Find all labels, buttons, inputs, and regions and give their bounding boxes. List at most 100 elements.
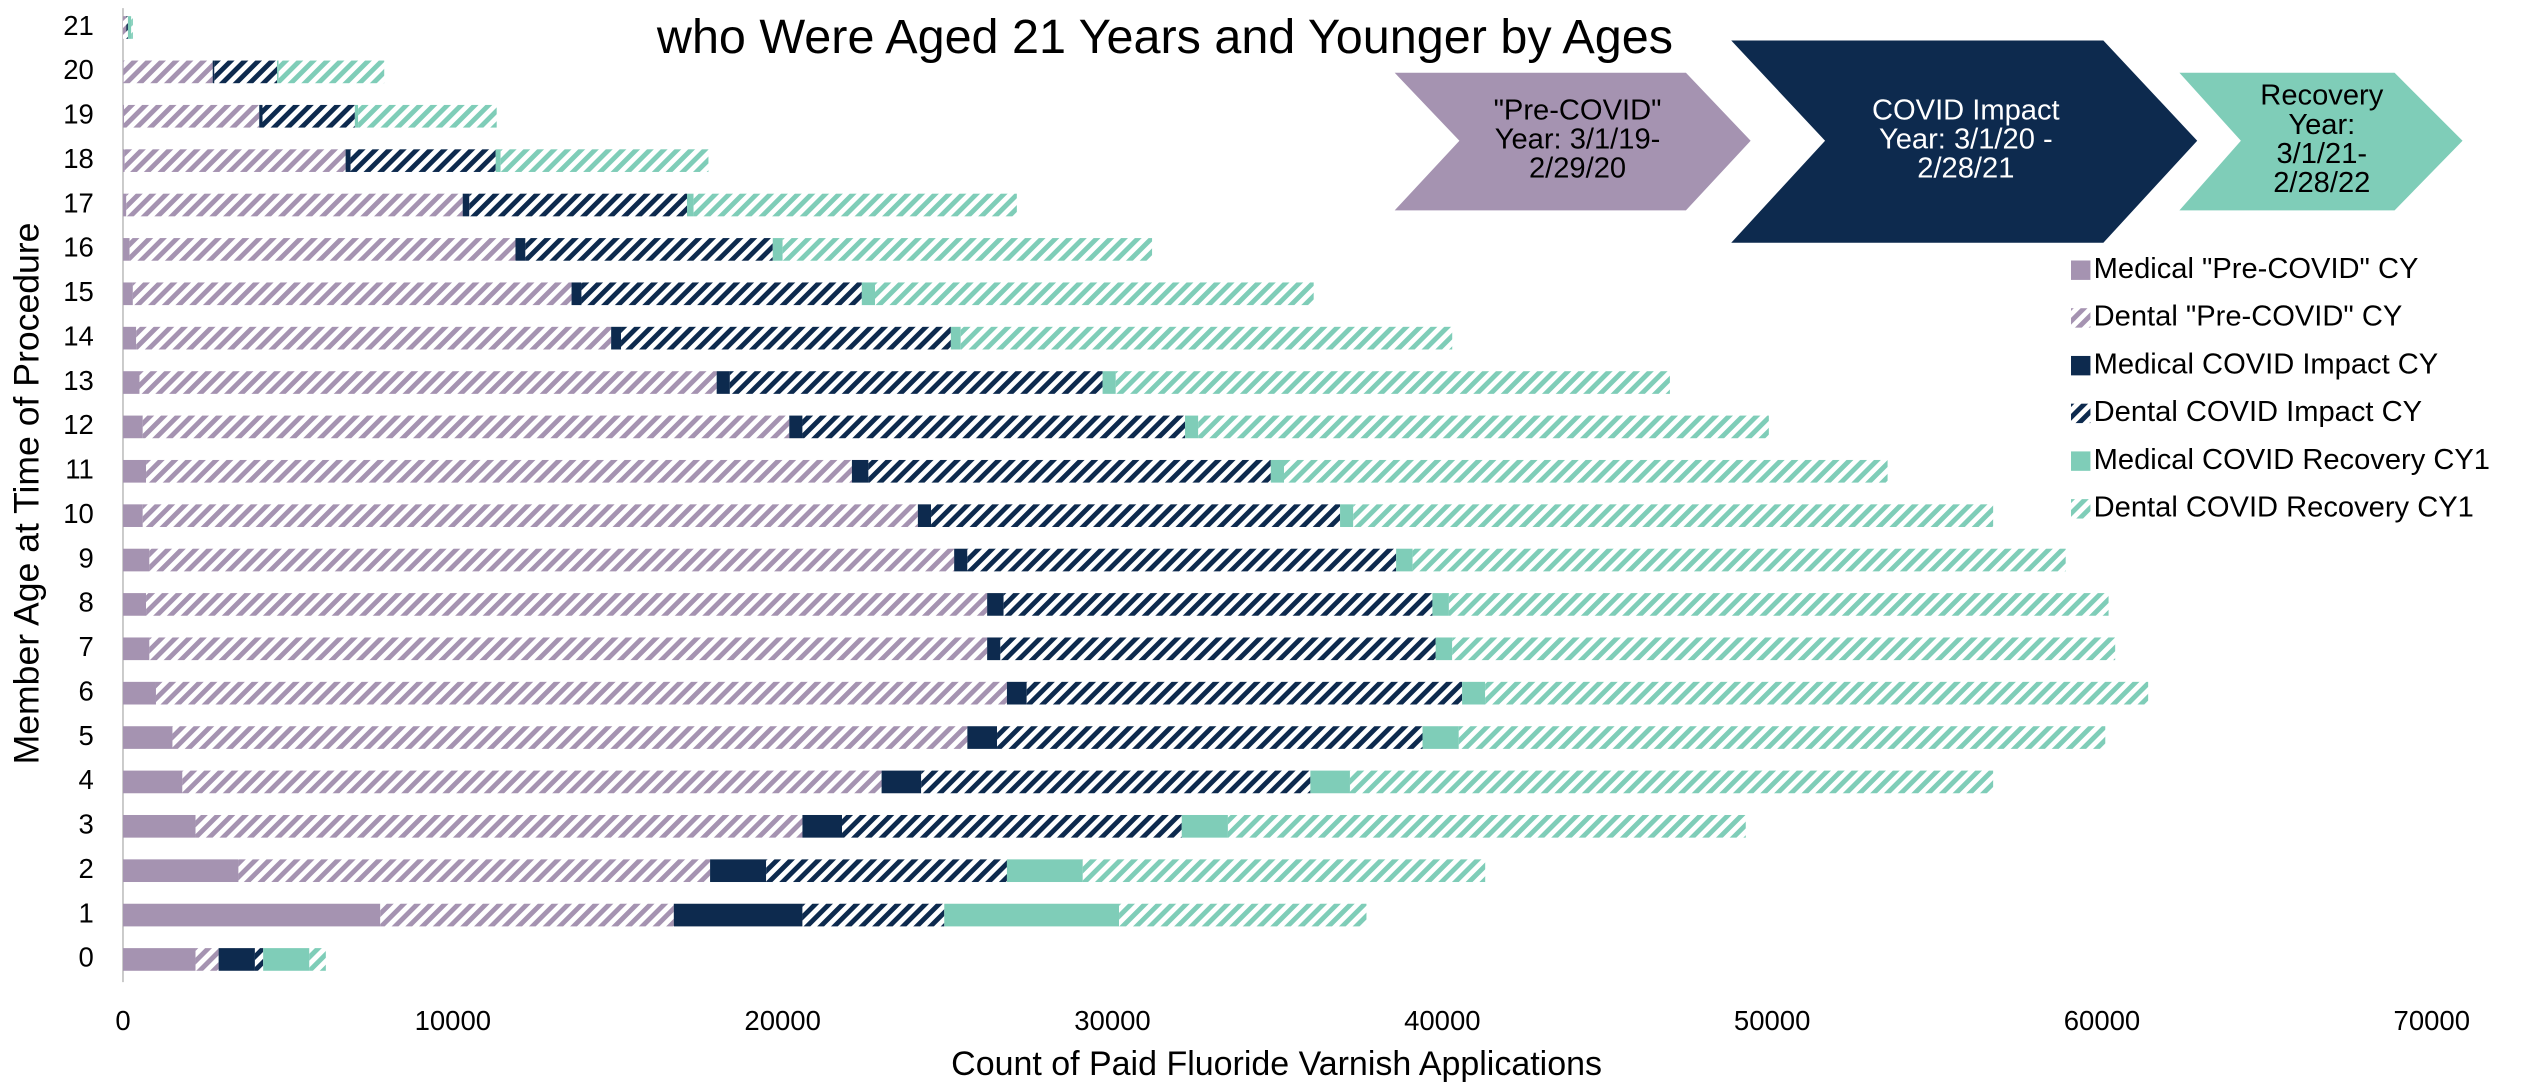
bar-segment [851, 459, 869, 483]
bar-segment [861, 282, 876, 306]
bar-segment [126, 193, 463, 217]
annotation-text: Year: 3/1/19- [1495, 123, 1661, 155]
bar-segment [122, 593, 147, 616]
bar-segment [123, 104, 260, 128]
bar-segment [380, 903, 674, 927]
legend-marker [2071, 499, 2091, 519]
bar-segment [122, 726, 173, 749]
bar-segment [495, 149, 501, 172]
annotation-text: 2/28/21 [1917, 153, 2014, 185]
x-tick-label: 50000 [1734, 1005, 1810, 1036]
bar-segment [1422, 726, 1459, 749]
y-tick-label: 21 [63, 10, 94, 41]
legend-label: Medical "Pre-COVID" CY [2094, 253, 2419, 285]
bar-segment [132, 282, 572, 306]
bar-segment [782, 238, 1153, 261]
bar-segment [1448, 593, 2109, 616]
bar-segment [142, 415, 790, 439]
bar-segment [354, 104, 359, 128]
bar-segment [358, 104, 497, 128]
bar-segment [875, 282, 1314, 306]
bar-segment [571, 282, 582, 306]
legend-marker [2071, 451, 2091, 471]
bar-segment [122, 326, 137, 350]
bar-segment [917, 504, 932, 527]
bar-segment [462, 193, 470, 217]
bar-segment [122, 637, 150, 661]
bar-segment [687, 193, 694, 217]
y-tick-label: 7 [79, 631, 94, 662]
bar-segment [868, 459, 1271, 483]
bar-segment [1412, 548, 2066, 572]
bar-segment [155, 681, 1007, 705]
bar-segment [127, 16, 132, 39]
bar-segment [967, 548, 1397, 572]
y-tick-label: 1 [79, 897, 94, 928]
bar-segment [1462, 681, 1486, 705]
bar-segment [122, 504, 143, 527]
annotation-chevron [2179, 72, 2463, 211]
legend-marker [2071, 355, 2091, 376]
bar-segment [238, 859, 711, 883]
chart-title: who Were Aged 21 Years and Younger by Ag… [656, 10, 1673, 64]
bar-segment [1198, 415, 1769, 439]
bar-segment [254, 948, 264, 971]
bar-segment [931, 504, 1341, 527]
bar-segment [149, 637, 988, 661]
bar-segment [710, 859, 767, 883]
bar-segment [1115, 371, 1670, 394]
y-tick-label: 10 [63, 498, 94, 529]
bar-segment [122, 282, 133, 306]
bar-segment [146, 593, 988, 616]
bar-segment [126, 16, 128, 39]
bar-segment [218, 948, 255, 971]
bar-segment [1432, 593, 1449, 616]
bar-segment [136, 326, 612, 350]
y-tick-label: 11 [65, 454, 94, 485]
bar-segment [131, 16, 133, 39]
annotation-text: 2/28/22 [2273, 167, 2370, 199]
y-tick-label: 2 [79, 853, 94, 884]
bar-segment [987, 593, 1004, 616]
x-tick-label: 70000 [2394, 1005, 2470, 1036]
bar-segment [581, 282, 862, 306]
bar-segment [967, 726, 998, 749]
bar-segment [693, 193, 1017, 217]
bar-segment [1310, 770, 1350, 794]
x-axis-title: Count of Paid Fluoride Varnish Applicati… [951, 1045, 1602, 1083]
y-tick-label: 4 [79, 764, 94, 795]
y-tick-label: 12 [63, 409, 94, 440]
bar-segment [122, 371, 140, 394]
bar-segment [621, 326, 951, 350]
bar-segment [1185, 415, 1199, 439]
bar-segment [1485, 681, 2149, 705]
bar-segment [122, 104, 124, 128]
bar-segment [277, 60, 279, 84]
annotation-chevron [1731, 40, 2198, 243]
bar-segment [802, 903, 945, 927]
bar-segment [1181, 814, 1228, 838]
bar-segment [766, 859, 1007, 883]
bar-segment [122, 903, 381, 927]
bar-segment [1006, 859, 1083, 883]
bar-segment [195, 948, 219, 971]
legend-label: Dental "Pre-COVID" CY [2094, 301, 2403, 333]
y-tick-label: 5 [79, 720, 94, 751]
bar-segment [122, 415, 143, 439]
y-tick-label: 6 [79, 675, 94, 706]
bar-segment [1102, 371, 1116, 394]
bar-segment [789, 415, 803, 439]
bar-segment [716, 371, 730, 394]
annotation-text: Year: 3/1/20 - [1879, 123, 2053, 155]
bar-segment [1452, 637, 2116, 661]
bar-segment [1026, 681, 1463, 705]
bar-segment [772, 238, 783, 261]
bar-segment [259, 104, 263, 128]
bar-segment [122, 193, 127, 217]
y-tick-label: 3 [79, 809, 94, 840]
bar-segment [122, 459, 147, 483]
bar-segment [1082, 859, 1486, 883]
bar-segment [122, 238, 130, 261]
bar-segment [122, 60, 124, 84]
